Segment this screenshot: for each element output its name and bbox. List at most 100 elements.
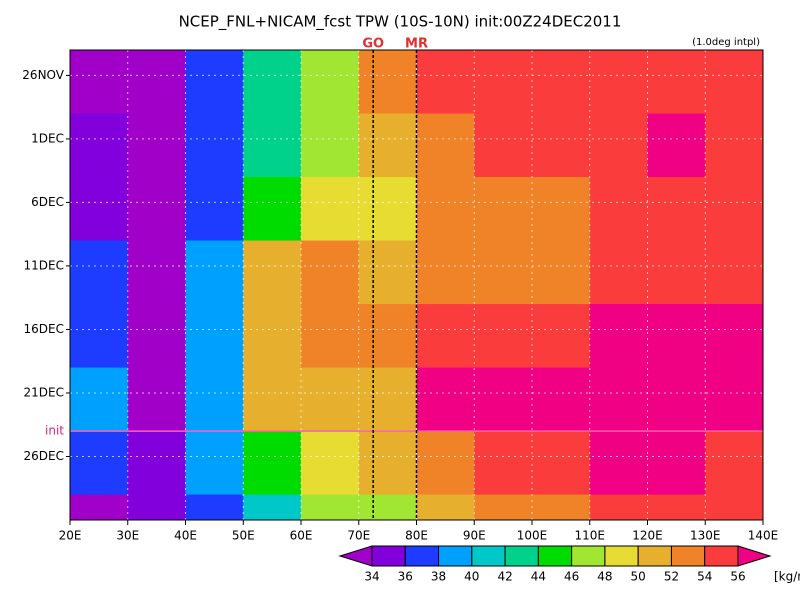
heatmap-cell <box>532 367 591 432</box>
heatmap-cell <box>647 240 706 305</box>
y-tick-label: 1DEC <box>31 131 64 145</box>
colorbar-label: 46 <box>564 570 579 584</box>
chart-title: NCEP_FNL+NICAM_fcst TPW (10S-10N) init:0… <box>179 13 622 32</box>
heatmap-cell <box>358 494 417 521</box>
heatmap-cell <box>185 431 244 496</box>
heatmap-cell <box>589 494 648 521</box>
y-tick-label: 26DEC <box>24 449 64 463</box>
heatmap-cell <box>243 494 302 521</box>
y-tick-label: 6DEC <box>31 195 64 209</box>
heatmap-cell <box>705 240 764 305</box>
heatmap-cell <box>416 304 475 369</box>
colorbar-label: 42 <box>497 570 512 584</box>
colorbar-segment <box>704 545 739 567</box>
heatmap-cell <box>358 50 417 115</box>
colorbar-segment <box>737 545 772 567</box>
init-label: init <box>45 424 64 438</box>
x-tick-label: 130E <box>690 529 721 543</box>
x-tick-label: 30E <box>116 529 139 543</box>
colorbar-label: 56 <box>730 570 745 584</box>
colorbar-segment <box>371 545 406 567</box>
x-tick-label: 60E <box>290 529 313 543</box>
heatmap-cell <box>301 50 360 115</box>
heatmap-cell <box>705 494 764 521</box>
heatmap-cell <box>532 494 591 521</box>
colorbar-segment <box>604 545 639 567</box>
heatmap-cell <box>70 367 129 432</box>
heatmap-cell <box>185 494 244 521</box>
heatmap-cell <box>589 177 648 242</box>
heatmap-cell <box>474 304 533 369</box>
heatmap-cell <box>127 494 186 521</box>
heatmap-cell <box>705 431 764 496</box>
colorbar-segment <box>504 545 539 567</box>
heatmap-cell <box>70 240 129 305</box>
heatmap-cell <box>185 113 244 178</box>
heatmap-cell <box>416 431 475 496</box>
heatmap-cell <box>127 367 186 432</box>
heatmap-cell <box>532 304 591 369</box>
heatmap-cell <box>416 494 475 521</box>
heatmap-cell <box>705 367 764 432</box>
x-tick-label: 90E <box>463 529 486 543</box>
x-tick-label: 80E <box>405 529 428 543</box>
colorbar-segment <box>438 545 473 567</box>
x-tick-label: 140E <box>748 529 779 543</box>
heatmap-cell <box>474 177 533 242</box>
heatmap-cell <box>589 50 648 115</box>
heatmap-cell <box>70 113 129 178</box>
heatmap-cell <box>127 177 186 242</box>
colorbar-segment <box>670 545 706 567</box>
heatmap-cell <box>358 431 417 496</box>
heatmap-cell <box>416 177 475 242</box>
heatmap-cell <box>243 113 302 178</box>
heatmap-cell <box>70 431 129 496</box>
heatmap-cell <box>647 50 706 115</box>
heatmap-cell <box>532 113 591 178</box>
marker-label: GO <box>362 37 384 52</box>
heatmap-cell <box>416 240 475 305</box>
colorbar-unit: [kg/m²] <box>774 570 800 584</box>
colorbar-label: 34 <box>364 570 379 584</box>
heatmap-cell <box>705 113 764 178</box>
heatmap-cell <box>70 494 129 521</box>
heatmap-cell <box>474 367 533 432</box>
colorbar-label: 44 <box>531 570 546 584</box>
heatmap-cell <box>358 367 417 432</box>
heatmap-cell <box>127 431 186 496</box>
heatmap-cell <box>358 304 417 369</box>
annotation: (1.0deg intpl) <box>692 37 760 48</box>
heatmap-cell <box>532 431 591 496</box>
heatmap-cell <box>705 177 764 242</box>
x-tick-label: 100E <box>517 529 548 543</box>
colorbar-label: 36 <box>398 570 413 584</box>
heatmap-cell <box>589 240 648 305</box>
heatmap-cell <box>647 431 706 496</box>
heatmap-cell <box>70 304 129 369</box>
heatmap-cell <box>127 304 186 369</box>
heatmap-cell <box>532 50 591 115</box>
y-tick-label: 16DEC <box>24 322 64 336</box>
heatmap-cell <box>358 177 417 242</box>
heatmap-cell <box>705 50 764 115</box>
heatmap-cell <box>474 431 533 496</box>
marker-label: MR <box>405 37 428 52</box>
heatmap-cell <box>416 113 475 178</box>
colorbar-label: 38 <box>431 570 446 584</box>
heatmap-cell <box>70 50 129 115</box>
heatmap-cell <box>705 304 764 369</box>
heatmap-cell <box>474 240 533 305</box>
colorbar-segment <box>404 545 440 567</box>
heatmap-cell <box>185 304 244 369</box>
heatmap-cell <box>647 494 706 521</box>
colorbar-segment <box>338 545 373 567</box>
heatmap-cell <box>416 50 475 115</box>
heatmap-cell <box>589 431 648 496</box>
heatmap-cell <box>185 177 244 242</box>
heatmap-cell <box>589 113 648 178</box>
heatmap-cell <box>647 304 706 369</box>
heatmap-cell <box>185 367 244 432</box>
colorbar-segment <box>537 545 573 567</box>
heatmap-cell <box>358 113 417 178</box>
